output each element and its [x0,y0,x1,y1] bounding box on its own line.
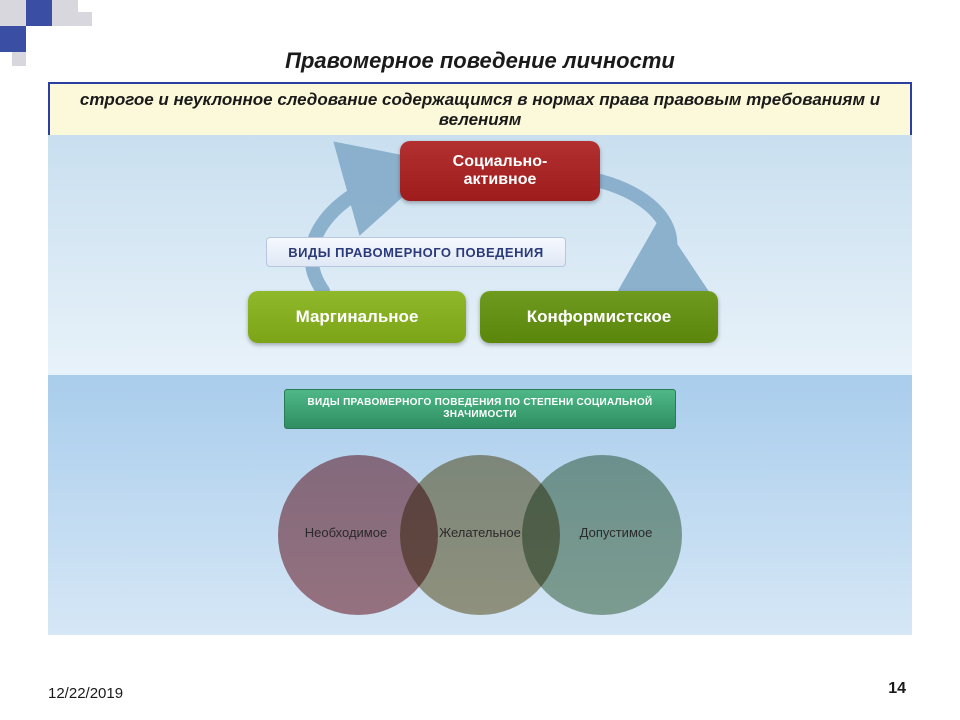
deco-square [52,0,78,26]
venn-label-desirable: Желательное [420,525,540,540]
deco-square [78,12,92,26]
cycle-diagram-panel: ВИДЫ ПРАВОМЕРНОГО ПОВЕДЕНИЯ Социально- а… [48,135,912,375]
deco-square [26,0,52,26]
slide: Правомерное поведение личности строгое и… [0,0,960,720]
cycle-diagram: ВИДЫ ПРАВОМЕРНОГО ПОВЕДЕНИЯ Социально- а… [228,141,732,369]
cycle-node-marginal: Маргинальное [248,291,466,343]
definition-box: строгое и неуклонное следование содержащ… [48,82,912,137]
footer-date: 12/22/2019 [48,685,123,702]
deco-square [0,0,26,26]
venn-diagram: Необходимое Желательное Допустимое [48,375,912,635]
page-title: Правомерное поведение личности [0,48,960,74]
venn-label-necessary: Необходимое [286,525,406,540]
venn-label-permissible: Допустимое [556,525,676,540]
cycle-center-label: ВИДЫ ПРАВОМЕРНОГО ПОВЕДЕНИЯ [266,237,566,267]
footer-page-number: 14 [888,680,906,698]
venn-diagram-panel: ВИДЫ ПРАВОМЕРНОГО ПОВЕДЕНИЯ ПО СТЕПЕНИ С… [48,375,912,635]
cycle-node-conformist: Конформистское [480,291,718,343]
cycle-node-social_active: Социально- активное [400,141,600,201]
